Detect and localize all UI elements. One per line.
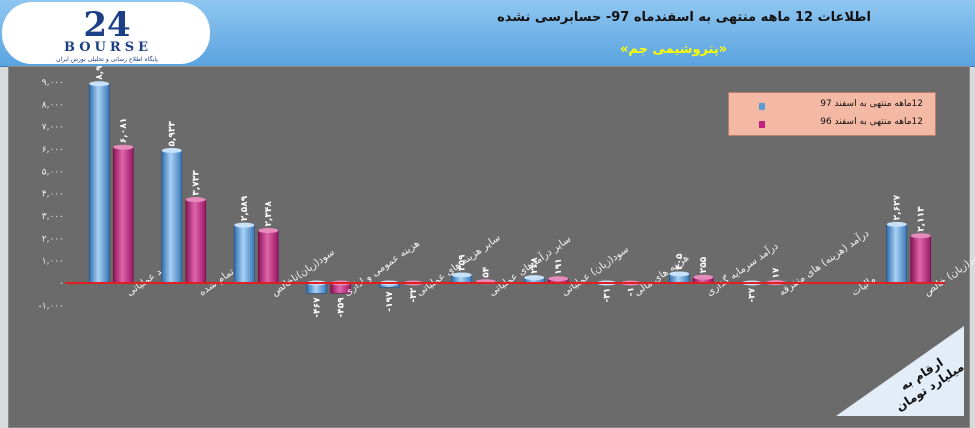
bar-top-96 <box>910 233 931 239</box>
legend-swatch-96 <box>759 121 765 128</box>
bar-top-97 <box>234 222 255 228</box>
bar-96 <box>185 199 207 284</box>
bar-97 <box>161 150 183 284</box>
value-label-96: ۵۴ <box>482 266 492 277</box>
y-tick-label: ۱,۰۰۰ <box>42 257 64 267</box>
y-tick-label: ۷,۰۰۰ <box>42 123 64 133</box>
value-label-97: ۲۳۸ <box>530 257 540 274</box>
value-label-97: -۱۹۷ <box>385 291 395 312</box>
units-note: ارقام به میلیارد تومان <box>836 326 966 416</box>
value-label-96: -۱ <box>627 287 637 296</box>
value-label-96: ۳,۷۳۳ <box>192 170 202 196</box>
bar-97 <box>233 224 255 284</box>
y-tick-label: ۶,۰۰۰ <box>42 145 64 155</box>
logo-24-mark: 24 <box>83 6 130 42</box>
bar-chart: -۱,۰۰۰ ۰ ۱,۰۰۰ ۲,۰۰۰ ۳,۰۰۰ ۴,۰۰۰ ۵,۰۰۰ ۶,۰۰۰ ۷,۰… <box>39 66 975 318</box>
value-label-96: ۱۷ <box>772 267 782 278</box>
y-tick-label: ۵,۰۰۰ <box>42 167 64 177</box>
category-label: سود(زیان) عملیاتی <box>560 244 631 298</box>
value-label-97: -۴۶۷ <box>313 297 323 318</box>
y-tick-label: ۴,۰۰۰ <box>42 190 64 200</box>
bar-97 <box>886 224 908 284</box>
value-label-96: ۶,۰۸۱ <box>119 118 129 143</box>
company-name: «پتروشیمی جم» <box>620 42 728 57</box>
category-label: درآمد سرمایه گذاری <box>704 239 781 298</box>
bar-top-97 <box>886 221 907 227</box>
bar-97 <box>88 83 110 284</box>
bar-96 <box>257 230 279 284</box>
logo-subtitle: پایگاه اطلاع رسانی و تحلیلی بورس ایران <box>56 56 158 63</box>
value-label-96: -۴۵۹ <box>337 297 347 318</box>
bar-top-96 <box>693 274 714 280</box>
value-label-97: ۳۵۹ <box>458 254 468 271</box>
bar-top-97 <box>89 81 110 87</box>
category-label: مالیات <box>850 274 878 298</box>
bar-top-96 <box>258 228 279 234</box>
bar-top-97 <box>161 147 182 153</box>
value-label-97: -۳۱ <box>603 288 613 303</box>
y-tick-label: -۱,۰۰۰ <box>39 301 64 311</box>
logo-number: 24 <box>83 6 130 42</box>
value-label-97: ۴۰۵ <box>675 253 685 270</box>
y-tick-label: ۳,۰۰۰ <box>42 212 64 222</box>
legend-item-96: 12ماهه منتهی به اسفند 96 <box>729 117 929 133</box>
header-banner: 24 BOURSE پایگاه اطلاع رسانی و تحلیلی بو… <box>0 0 975 67</box>
value-label-96: ۲,۱۱۳ <box>917 206 927 232</box>
bar-top-96 <box>113 144 134 150</box>
y-tick-label: ۹,۰۰۰ <box>42 78 64 88</box>
value-label-97: ۲,۵۸۹ <box>240 195 250 221</box>
bar-top-97 <box>524 275 545 281</box>
value-label-96: -۳۲ <box>409 287 419 302</box>
value-label-96: ۱۹۱ <box>554 258 564 274</box>
page-title: اطلاعات 12 ماهه منتهی به اسفندماه 97- حس… <box>497 10 871 25</box>
bar-top-97 <box>669 271 690 277</box>
value-label-97: ۵,۹۳۳ <box>168 121 178 147</box>
bourse24-logo[interactable]: 24 BOURSE پایگاه اطلاع رسانی و تحلیلی بو… <box>2 2 210 64</box>
value-label-97: ۸,۹۲۱ <box>95 66 105 80</box>
value-label-96: ۲,۳۴۸ <box>264 201 274 227</box>
legend-label-97: 12ماهه منتهی به اسفند 97 <box>820 99 923 109</box>
y-tick-label: ۸,۰۰۰ <box>42 100 64 110</box>
value-label-97: -۳۷ <box>748 287 758 302</box>
value-label-97: ۲,۶۲۷ <box>893 194 903 220</box>
bar-top-96 <box>548 276 569 282</box>
bar-96 <box>112 146 134 284</box>
legend-item-97: 12ماهه منتهی به اسفند 97 <box>729 99 929 115</box>
logo-wordmark: BOURSE <box>64 40 152 55</box>
bar-top-97 <box>451 272 472 278</box>
chart-legend: 12ماهه منتهی به اسفند 97 12ماهه منتهی به… <box>728 92 936 136</box>
value-label-96: ۲۵۵ <box>699 256 709 273</box>
y-tick-label: ۰ <box>59 279 64 289</box>
legend-label-96: 12ماهه منتهی به اسفند 96 <box>820 117 923 127</box>
bar-top-96 <box>185 197 206 203</box>
legend-swatch-97 <box>759 103 765 110</box>
y-tick-label: ۲,۰۰۰ <box>42 234 64 244</box>
bar-96 <box>910 235 932 284</box>
